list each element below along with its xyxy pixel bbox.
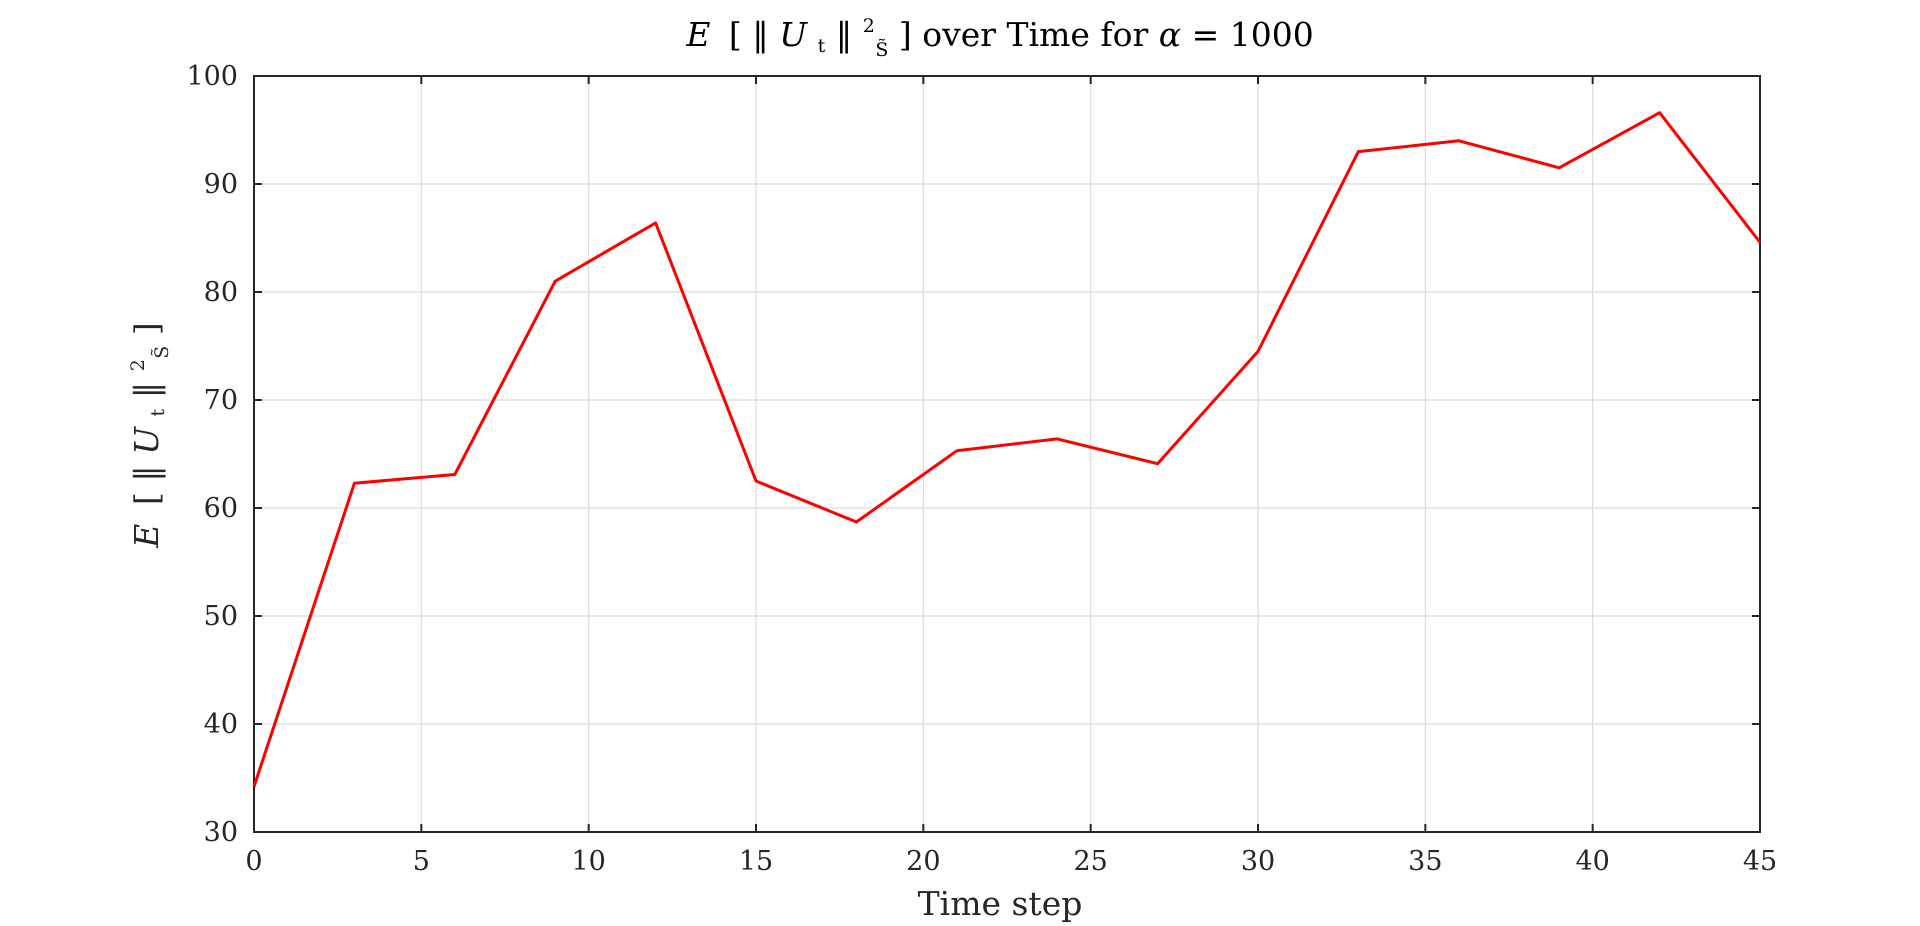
title-norm-superscript: 2 [863,15,875,37]
x-tick-label: 5 [413,846,430,877]
ylabel-expectation-symbol: E [127,524,166,549]
title-param-equals: = [1192,15,1230,54]
ylabel-open-bracket: [ [127,492,166,505]
y-tick-label: 70 [204,385,238,416]
title-open-bracket: [ [729,15,742,54]
title-param-symbol: α [1159,15,1181,54]
data-series [252,111,1762,788]
title-suffix: over Time for [922,15,1159,54]
ylabel-norm-space: S̃ [151,346,173,359]
y-tick-label: 60 [204,493,238,524]
x-tick-label: 35 [1408,846,1442,877]
ylabel-norm-superscript: 2 [127,359,149,371]
title-norm-close: ‖ [836,15,853,54]
ylabel-norm-subscript: t [147,408,169,416]
x-tick-label: 30 [1241,846,1275,877]
y-tick-label: 80 [204,277,238,308]
y-tick-label: 100 [186,61,238,92]
y-tick-label: 40 [204,709,238,740]
title-norm-open: ‖ [752,15,769,54]
title-norm-subscript: t [818,35,826,57]
x-tick-label: 45 [1743,846,1777,877]
chart-title: E [ ‖ U t ‖ 2 S̃ ] over Time for α = 100… [685,1,1313,64]
title-param-value: 1000 [1230,15,1314,54]
x-tick-label: 10 [571,846,605,877]
x-tick-label: 15 [739,846,773,877]
title-norm-variable: U [779,15,808,54]
y-axis-label: E [ ‖ U t ‖ 2 S̃ ] [113,322,176,548]
y-tick-label: 50 [204,601,238,632]
series-line [252,111,1762,788]
x-tick-label: 20 [906,846,940,877]
x-tick-label: 40 [1575,846,1609,877]
title-norm-space: S̃ [875,39,888,61]
ylabel-close-bracket: ] [127,322,166,335]
grid-lines [254,76,1760,832]
title-close-bracket: ] [899,15,912,54]
y-tick-label: 90 [204,169,238,200]
plot-area-frame [253,75,1761,833]
y-tick-label: 30 [204,817,238,848]
x-tick-label: 0 [245,846,262,877]
ylabel-norm-open: ‖ [127,465,166,482]
ylabel-norm-close: ‖ [127,382,166,399]
x-tick-label: 25 [1073,846,1107,877]
title-expectation-symbol: E [685,15,710,54]
x-axis-label: Time step [918,884,1083,923]
axis-ticks: 0 5 10 15 20 25 30 35 40 45 30 40 50 60 70 80 90 100 [186,61,1777,877]
ylabel-norm-variable: U [127,426,166,455]
